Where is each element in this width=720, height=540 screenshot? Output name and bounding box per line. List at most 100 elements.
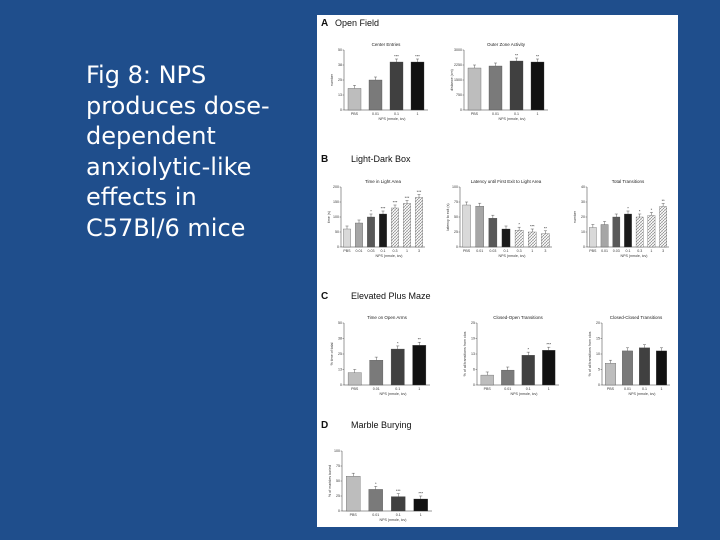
x-tick-label: 0.03 <box>613 249 620 253</box>
chart-title: Closed-Closed Transitions <box>610 315 663 320</box>
x-tick-label: 0.01 <box>372 513 379 517</box>
y-axis-label: % of marbles buried <box>328 465 332 497</box>
y-tick-label: 50 <box>338 321 342 325</box>
x-tick-label: 0.01 <box>601 249 608 253</box>
bar <box>509 60 524 111</box>
y-tick-label: 25 <box>336 494 340 498</box>
significance-label: ** <box>662 198 666 203</box>
y-axis-label: number <box>573 210 577 223</box>
x-tick-label: PBS <box>589 249 597 253</box>
chart-title: Outer Zone Activity <box>487 42 526 47</box>
y-tick-label: 19 <box>471 337 475 341</box>
y-tick-label: 38 <box>338 337 342 341</box>
significance-label: *** <box>396 488 401 493</box>
x-tick-label: 0.03 <box>489 249 496 253</box>
significance-label: *** <box>393 200 398 205</box>
x-tick-label: 0.01 <box>624 387 631 391</box>
x-tick-label: 0.3 <box>637 249 642 253</box>
y-tick-label: 0 <box>598 383 600 387</box>
x-tick-label: 1 <box>418 387 420 391</box>
x-tick-label: PBS <box>484 387 492 391</box>
x-tick-label: 0.1 <box>504 249 509 253</box>
x-tick-label: PBS <box>351 112 359 116</box>
y-axis-label: % time of total <box>330 342 334 365</box>
panel-title-marble-burying: Marble Burying <box>351 420 412 430</box>
x-tick-label: PBS <box>343 249 351 253</box>
bar <box>612 216 621 248</box>
significance-label: *** <box>417 189 422 194</box>
x-tick-label: 0.1 <box>642 387 647 391</box>
panel-letter-a: A <box>321 18 328 29</box>
bar <box>501 369 515 386</box>
significance-label: *** <box>415 54 420 59</box>
significance-label: * <box>375 481 377 486</box>
y-tick-label: 75 <box>454 200 458 204</box>
y-tick-label: 6 <box>473 368 475 372</box>
y-tick-label: 0 <box>340 383 342 387</box>
y-tick-label: 13 <box>338 368 342 372</box>
y-tick-label: 10 <box>596 352 600 356</box>
bar <box>390 348 405 386</box>
y-tick-label: 2250 <box>454 63 462 67</box>
y-axis-label: % of all transitions from clos <box>588 331 592 376</box>
x-tick-label: 1 <box>531 249 533 253</box>
y-tick-label: 100 <box>333 215 339 219</box>
x-tick-label: 0.1 <box>626 249 631 253</box>
x-tick-label: PBS <box>471 112 479 116</box>
slide-title: Fig 8: NPS produces dose-dependent anxio… <box>86 61 270 242</box>
panel-title-open-field: Open Field <box>335 18 379 28</box>
bar <box>368 79 383 111</box>
bar <box>346 476 361 512</box>
y-tick-label: 50 <box>454 215 458 219</box>
x-tick-label: 0.01 <box>504 387 511 391</box>
x-tick-label: 3 <box>662 249 664 253</box>
chart-title: Closed-Open Transitions <box>493 315 543 320</box>
y-tick-label: 0 <box>583 245 585 249</box>
x-tick-label: 3 <box>544 249 546 253</box>
y-axis-label: number <box>330 73 334 86</box>
significance-label: * <box>397 340 399 345</box>
figure-image: A Open Field B Light-Dark Box C Elevated… <box>317 15 678 527</box>
panel-letter-c: C <box>321 291 328 302</box>
x-tick-label: 0.01 <box>372 112 379 116</box>
chart-5: Time on Open Arms 0 13 25 38 50 % time of tota… <box>330 315 430 396</box>
bar <box>368 489 383 512</box>
panel-title-light-dark-box: Light-Dark Box <box>351 154 411 164</box>
chart-7: Closed-Closed Transitions 0 5 10 15 20 % of al… <box>588 315 670 396</box>
significance-label: ** <box>515 53 519 58</box>
y-tick-label: 0 <box>340 108 342 112</box>
x-axis-label: NPS (nmole, icv) <box>499 117 526 121</box>
x-axis-label: NPS (nmole, icv) <box>380 392 407 396</box>
x-tick-label: 0.01 <box>356 249 363 253</box>
y-axis-label: % of all transitions from clos <box>463 331 467 376</box>
y-axis-label: time (s) <box>327 211 331 223</box>
bar <box>635 216 644 248</box>
y-tick-label: 100 <box>452 185 458 189</box>
x-tick-label: 0.01 <box>492 112 499 116</box>
y-axis-label: distance (cm) <box>450 69 454 91</box>
x-tick-label: 1 <box>417 112 419 116</box>
panel-letter-b: B <box>321 154 328 165</box>
bar <box>639 347 650 386</box>
significance-label: * <box>639 209 641 214</box>
significance-label: * <box>518 222 520 227</box>
y-tick-label: 25 <box>454 230 458 234</box>
y-axis-label: latency to exit (s) <box>446 203 450 230</box>
x-tick-label: 0.1 <box>394 112 399 116</box>
chart-title: Time on Open Arms <box>367 315 408 320</box>
chart-0: Center Entries 0 13 25 38 50 number PBS 0.01 *** 0… <box>330 42 428 121</box>
chart-title: Time in Light Area <box>365 179 402 184</box>
y-tick-label: 75 <box>336 464 340 468</box>
x-tick-label: 1 <box>650 249 652 253</box>
y-tick-label: 0 <box>473 383 475 387</box>
y-tick-label: 20 <box>596 321 600 325</box>
x-tick-label: 0.1 <box>526 387 531 391</box>
y-tick-label: 0 <box>337 245 339 249</box>
y-tick-label: 15 <box>596 337 600 341</box>
bar <box>659 206 667 248</box>
bar <box>647 215 656 248</box>
bar <box>530 61 545 111</box>
x-tick-label: 1 <box>537 112 539 116</box>
x-axis-label: NPS (nmole, icv) <box>499 254 526 258</box>
